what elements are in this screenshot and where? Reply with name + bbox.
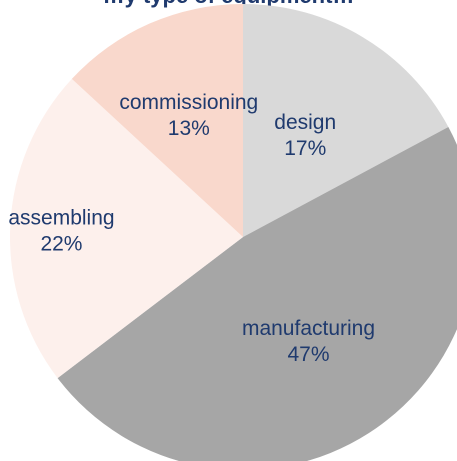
pie-slice-assembling [9,78,243,379]
chart-title: …y type of equipment… [0,0,457,9]
slice-value-manufacturing: 47% [287,343,329,366]
slice-value-design: 17% [284,137,326,160]
pie-slice-manufacturing [57,126,457,461]
slice-label-commissioning: commissioning [119,91,258,114]
slice-value-commissioning: 13% [168,117,210,140]
slice-label-manufacturing: manufacturing [242,317,375,340]
pie-slice-commissioning [71,4,243,237]
pie-slice-design [243,4,449,237]
pie-slices [9,4,457,461]
slice-label-assembling: assembling [8,206,114,229]
slice-label-design: design [274,111,336,134]
pie-labels: design 17% manufacturing 47% assembling 22% co… [8,91,375,366]
slice-value-assembling: 22% [40,232,82,255]
